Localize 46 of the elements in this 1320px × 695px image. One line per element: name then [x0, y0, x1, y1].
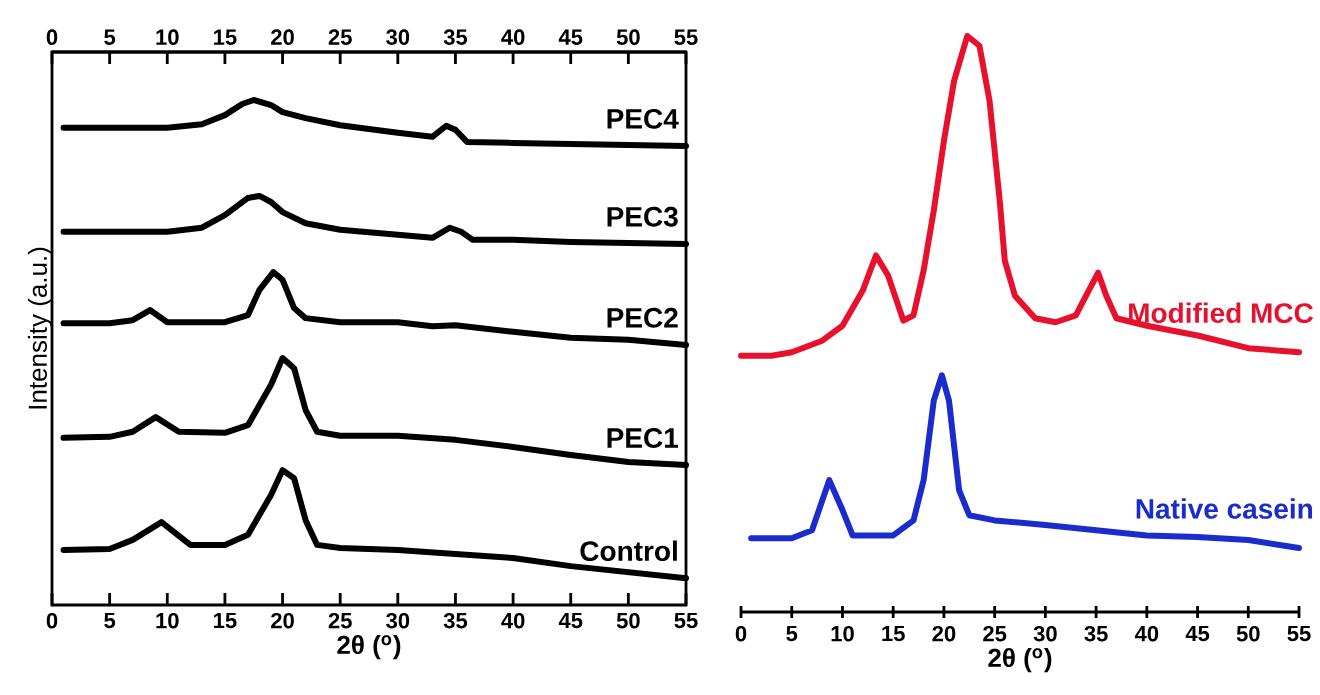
x2-tick-label: 5: [104, 29, 116, 45]
x2-tick-label: 45: [558, 29, 583, 45]
series-label: Native casein: [1136, 498, 1313, 519]
x2-tick-label: 20: [271, 29, 294, 45]
x-tick-label: 55: [1287, 625, 1311, 642]
x-tick-label: 20: [271, 612, 294, 629]
x-tick-label: 45: [558, 612, 583, 629]
x2-tick-label: 40: [501, 29, 525, 45]
x-tick-label: 35: [1084, 625, 1108, 642]
x-tick-label: 10: [156, 612, 179, 629]
x-tick-label: 10: [831, 625, 854, 642]
series-label: PEC1: [607, 428, 679, 448]
x-tick-label: 0: [735, 625, 747, 642]
x-tick-label: 5: [104, 612, 116, 629]
x-tick-label: 15: [882, 625, 905, 642]
x2-tick-label: 35: [443, 29, 468, 45]
series-label: Control: [580, 540, 677, 562]
x-tick-label: 25: [983, 625, 1007, 642]
series-label: PEC4: [607, 108, 679, 129]
x-tick-label: 50: [616, 612, 640, 629]
x-tick-label: 35: [443, 612, 468, 629]
series-label: Modified MCC: [1129, 302, 1314, 324]
x-tick-label: 15: [214, 612, 237, 629]
x2-tick-label: 0: [46, 29, 58, 45]
x-tick-label: 30: [386, 612, 410, 629]
x-axis-title: 2θ ($^{o}$): [337, 634, 401, 660]
x-tick-label: 40: [501, 612, 525, 629]
x2-tick-label: 50: [616, 29, 640, 45]
x-tick-label: 0: [46, 612, 58, 629]
x-tick-label: 55: [674, 612, 698, 629]
x2-tick-label: 55: [674, 29, 698, 45]
x-tick-label: 20: [932, 625, 956, 642]
y-axis-title: Intensity (a.u.): [27, 247, 53, 409]
x-tick-label: 40: [1134, 625, 1159, 642]
x-tick-label: 45: [1185, 625, 1210, 642]
series-label: PEC3: [607, 206, 678, 227]
x2-tick-label: 30: [386, 29, 410, 45]
x-tick-label: 5: [786, 625, 798, 642]
x-tick-label: 25: [328, 612, 352, 629]
x2-tick-label: 25: [328, 29, 352, 45]
x-axis-title: 2θ ($^{o}$): [988, 647, 1052, 673]
x2-tick-label: 15: [214, 29, 237, 45]
x-tick-label: 30: [1033, 625, 1057, 642]
x-tick-label: 50: [1236, 625, 1260, 642]
x2-tick-label: 10: [156, 29, 179, 45]
series-label: PEC2: [607, 307, 678, 328]
